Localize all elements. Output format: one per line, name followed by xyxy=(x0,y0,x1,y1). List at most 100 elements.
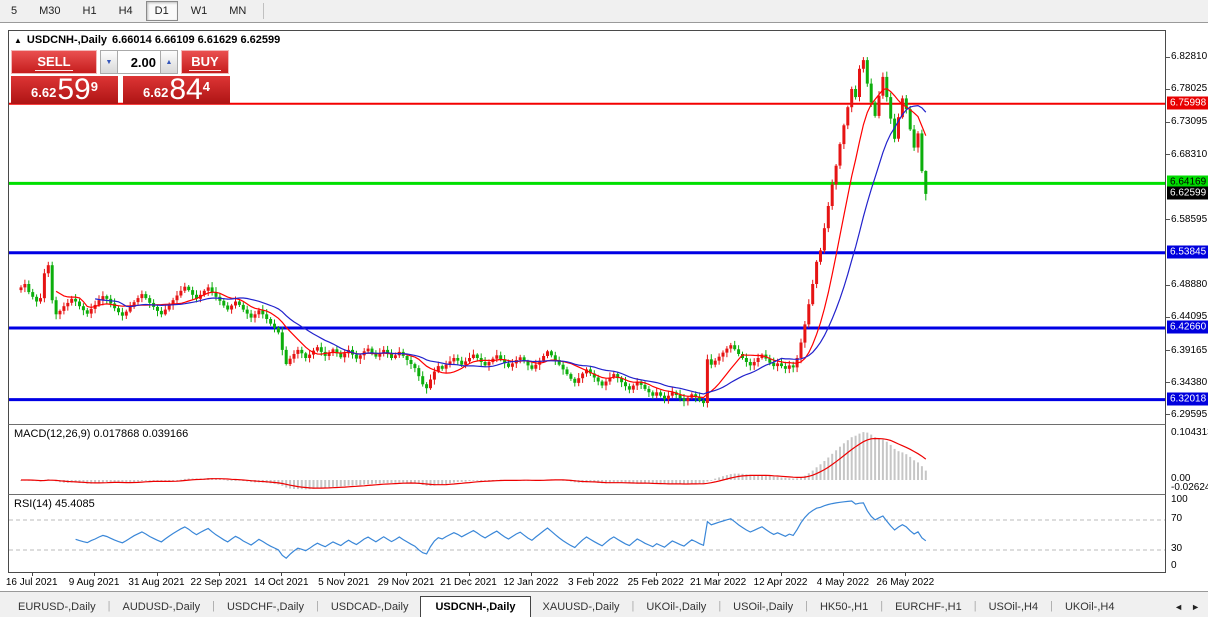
date-tick xyxy=(31,573,33,576)
symbol-label: USDCNH-,Daily xyxy=(26,34,107,46)
date-tick xyxy=(343,573,345,576)
volume-decrease-icon[interactable]: ▼ xyxy=(101,51,118,73)
rsi-axis: 100 70 30 0 xyxy=(1166,494,1208,572)
date-tick-label: 25 Feb 2022 xyxy=(627,577,684,588)
price-tag-6.62599: 6.62599 xyxy=(1167,186,1208,200)
tab-ukoil-h4[interactable]: UKOil-,H4 xyxy=(1064,601,1115,613)
tab-ukoil-daily[interactable]: UKOil-,Daily xyxy=(646,601,707,613)
buy-price-display[interactable]: 6.62 84 4 xyxy=(123,75,230,105)
tab-audusd-daily[interactable]: AUDUSD-,Daily xyxy=(122,601,201,613)
date-tick-label: 9 Aug 2021 xyxy=(68,577,120,588)
date-tick-label: 21 Dec 2021 xyxy=(440,577,497,588)
date-tick-label: 3 Feb 2022 xyxy=(567,577,619,588)
date-axis: 16 Jul 2021 9 Aug 2021 31 Aug 2021 22 Sep 2… xyxy=(6,572,1166,592)
axis-tick-label: 0.00 xyxy=(1171,473,1191,484)
axis-tick-label: 100 xyxy=(1171,494,1188,505)
date-tick-label: 31 Aug 2021 xyxy=(128,577,185,588)
axis-tick xyxy=(1166,121,1170,123)
axis-tick xyxy=(1166,414,1170,416)
tab-eurchf-h1[interactable]: EURCHF-,H1 xyxy=(895,601,962,613)
macd-axis: 0.104313 0.00-0.026249 xyxy=(1166,424,1208,494)
date-tick xyxy=(718,573,720,576)
tab-separator: | xyxy=(107,600,111,612)
tabs-scroll-right-icon[interactable]: ► xyxy=(1191,602,1200,612)
tab-separator: | xyxy=(1050,600,1053,612)
timeframe-button-h1[interactable]: H1 xyxy=(82,5,97,17)
date-tick xyxy=(593,573,595,576)
date-tick-label: 29 Nov 2021 xyxy=(377,577,435,588)
tab-separator: | xyxy=(315,600,319,612)
rsi-pane: RSI(14) 45.4085 xyxy=(8,494,1166,572)
price-tag-6.64169: 6.64169 xyxy=(1167,175,1208,189)
axis-tick-label: 6.29595 xyxy=(1171,408,1208,420)
volume-increase-icon[interactable]: ▲ xyxy=(160,51,177,73)
timeframe-toolbar: 5 M30 H1 H4 D1 W1 MN xyxy=(0,0,1208,23)
tab-usoil-h4[interactable]: USOil-,H4 xyxy=(988,601,1039,613)
ohlc-values: 6.66014 6.66109 6.61629 6.62599 xyxy=(112,34,281,46)
collapse-arrow-icon[interactable]: ▲ xyxy=(14,35,22,45)
axis-tick xyxy=(1166,382,1170,384)
axis-tick-label: 6.44095 xyxy=(1171,311,1208,323)
tab-usdcad-daily[interactable]: USDCAD-,Daily xyxy=(330,601,409,613)
timeframe-button-w1[interactable]: W1 xyxy=(190,5,208,17)
tab-usoil-daily[interactable]: USOil-,Daily xyxy=(733,601,794,613)
axis-tick-label: 6.58595 xyxy=(1171,213,1208,225)
tab-eurusd-daily[interactable]: EURUSD-,Daily xyxy=(18,601,96,613)
macd-chart xyxy=(20,432,927,490)
tab-xauusd-daily[interactable]: XAUUSD-,Daily xyxy=(542,601,620,613)
tab-hk50-h1[interactable]: HK50-,H1 xyxy=(819,601,869,613)
chart-window: ▲ USDCNH-,Daily 6.66014 6.66109 6.61629 … xyxy=(6,30,1208,592)
timeframe-button-d1[interactable]: D1 xyxy=(145,1,178,21)
toolbar-separator xyxy=(263,3,265,19)
date-tick-label: 12 Apr 2022 xyxy=(753,577,808,588)
axis-tick-label: 6.39165 xyxy=(1171,344,1208,356)
macd-pane: MACD(12,26,9) 0.017868 0.039166 xyxy=(8,424,1166,494)
tab-usdchf-daily[interactable]: USDCHF-,Daily xyxy=(226,601,304,613)
date-tick xyxy=(218,573,220,576)
tab-separator: | xyxy=(718,600,722,612)
date-tick-label: 14 Oct 2021 xyxy=(254,577,309,588)
date-tick xyxy=(281,573,283,576)
date-tick-label: 4 May 2022 xyxy=(816,577,870,588)
date-tick-label: 22 Sep 2021 xyxy=(190,577,248,588)
date-tick xyxy=(94,573,96,576)
axis-tick-label: -0.026249 xyxy=(1171,482,1208,493)
axis-tick xyxy=(1166,316,1170,318)
volume-stepper: ▼ ▲ xyxy=(100,50,178,74)
tab-usdcnh-daily[interactable]: USDCNH-,Daily xyxy=(420,596,531,617)
volume-input[interactable] xyxy=(118,51,160,73)
rsi-chart xyxy=(9,500,1165,559)
date-tick xyxy=(156,573,158,576)
candlestick-chart xyxy=(9,57,1165,408)
axis-tick-label: 6.78025 xyxy=(1171,83,1208,95)
timeframe-button-5[interactable]: 5 xyxy=(11,5,18,17)
date-tick xyxy=(468,573,470,576)
date-tick-label: 26 May 2022 xyxy=(876,577,935,588)
buy-button[interactable]: BUY xyxy=(181,50,229,74)
date-tick xyxy=(655,573,657,576)
date-tick xyxy=(780,573,782,576)
symbol-tab-strip: EURUSD-,Daily | AUDUSD-,Daily | USDCHF-,Dail… xyxy=(0,591,1208,617)
axis-tick xyxy=(1166,88,1170,90)
axis-tick xyxy=(1166,154,1170,155)
axis-tick-label: 6.68310 xyxy=(1171,148,1208,160)
price-axis: 6.82810 6.78025 6.73095 6.68310 6.58595 6.488… xyxy=(1166,30,1208,424)
tab-separator: | xyxy=(212,600,215,612)
axis-tick-label: 70 xyxy=(1171,513,1183,524)
timeframe-button-m30[interactable]: M30 xyxy=(39,5,61,17)
price-tag-6.53845: 6.53845 xyxy=(1167,245,1208,259)
timeframe-button-h4[interactable]: H4 xyxy=(118,5,133,17)
date-tick xyxy=(406,573,408,576)
sell-price-display[interactable]: 6.62 59 9 xyxy=(11,75,118,105)
tab-separator: | xyxy=(631,600,635,612)
axis-tick-label: 6.82810 xyxy=(1171,51,1208,62)
timeframe-button-mn[interactable]: MN xyxy=(229,5,247,17)
axis-tick-label: 30 xyxy=(1171,543,1183,554)
tab-separator: | xyxy=(880,600,884,612)
date-tick-label: 5 Nov 2021 xyxy=(318,577,370,588)
axis-tick xyxy=(1166,350,1170,351)
tabs-scroll-left-icon[interactable]: ◄ xyxy=(1174,602,1184,612)
sell-button[interactable]: SELL xyxy=(11,50,97,74)
